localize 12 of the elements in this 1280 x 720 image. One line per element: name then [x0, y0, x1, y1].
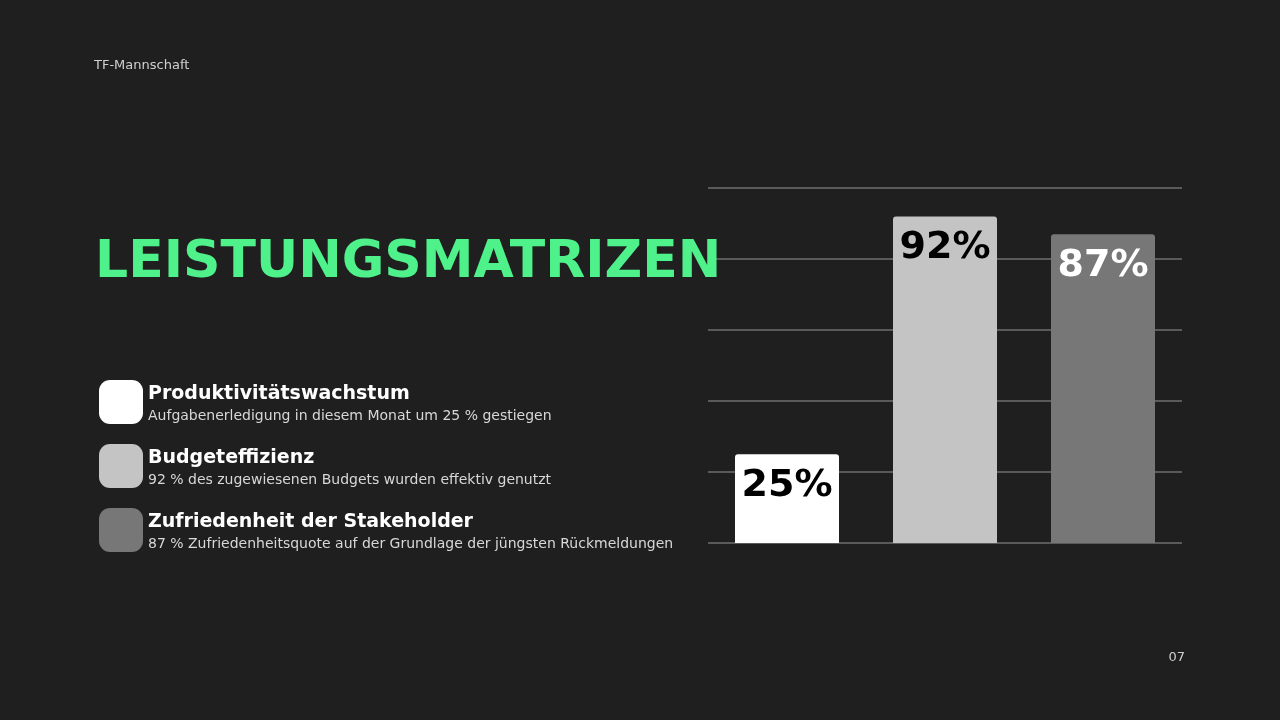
- data-label: 87%: [1057, 241, 1149, 286]
- text: Aufgabenerledigung in diesem Monat um 25 % gestiegen: [148, 407, 552, 423]
- text: 92 % des zugewiesenen Budgets wurden effektiv genutzt: [148, 471, 552, 487]
- legend-label: Produktivitätswachstum: [148, 381, 410, 403]
- text: 07: [1168, 649, 1185, 664]
- legend-label: Budgeteffizienz: [148, 445, 315, 467]
- data-label: 25%: [741, 461, 833, 506]
- text: LEISTUNGSMATRIZEN: [95, 229, 722, 289]
- text: 87 % Zufriedenheitsquote auf der Grundlage der jüngsten Rückmeldungen: [148, 535, 674, 551]
- legend-label: Zufriedenheit der Stakeholder: [148, 509, 474, 531]
- text: TF-Mannschaft: [93, 57, 190, 72]
- data-label: 92%: [899, 223, 991, 268]
